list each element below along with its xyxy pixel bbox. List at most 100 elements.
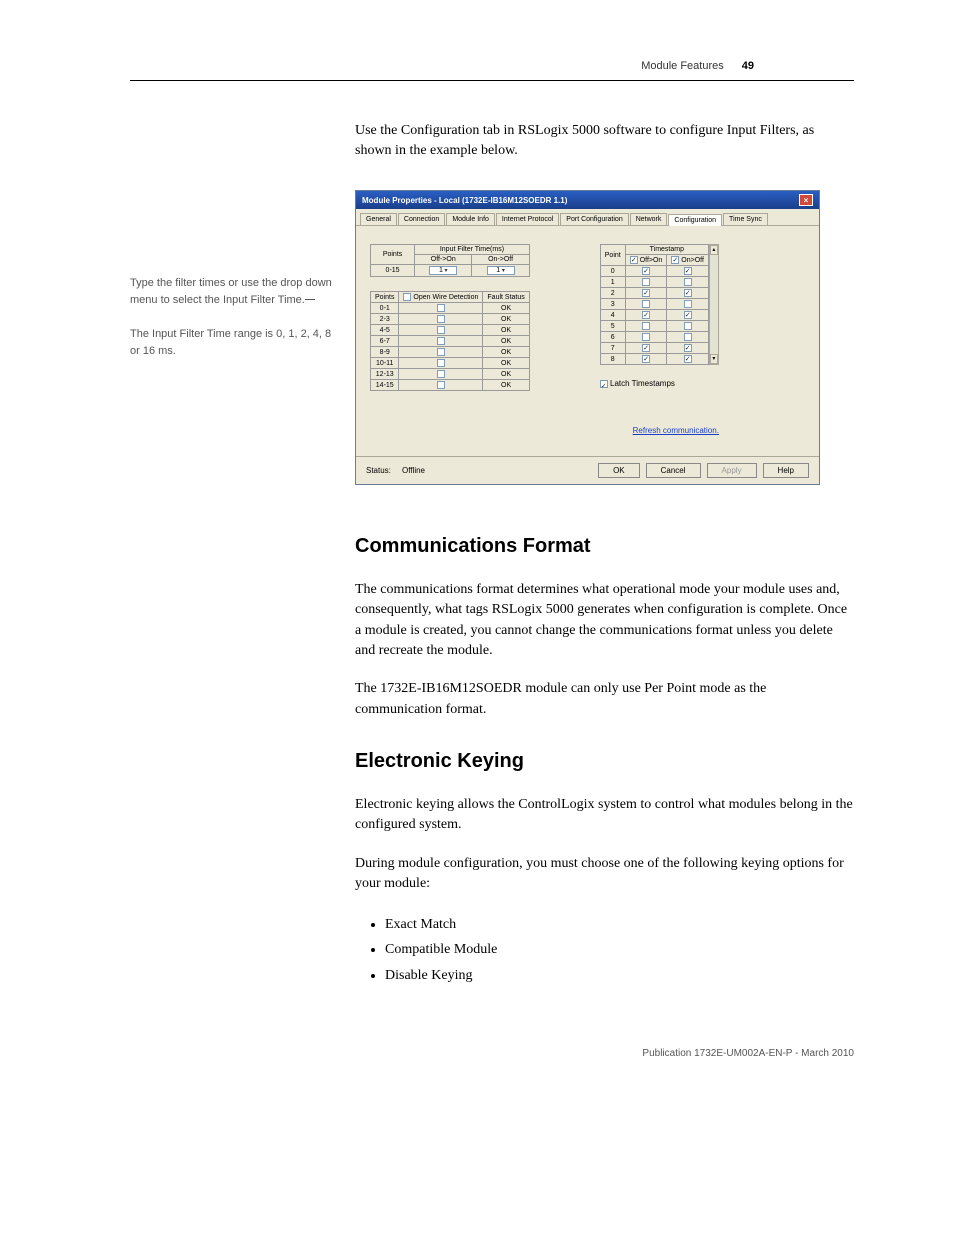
figure-row: Type the filter times or use the drop do… bbox=[130, 190, 854, 485]
publication-footer: Publication 1732E-UM002A-EN-P - March 20… bbox=[0, 1048, 954, 1099]
ok-button[interactable]: OK bbox=[598, 463, 640, 478]
tab-port-configuration[interactable]: Port Configuration bbox=[560, 213, 628, 225]
ts-row-index: 5 bbox=[600, 321, 625, 332]
ts-row-index: 6 bbox=[600, 332, 625, 343]
wire-status-cell: OK bbox=[483, 380, 529, 391]
wire-checkbox-cell[interactable] bbox=[399, 369, 483, 380]
intro-paragraph: Use the Configuration tab in RSLogix 500… bbox=[355, 121, 854, 160]
ts-onoff-cell[interactable] bbox=[667, 343, 709, 354]
ts-row-index: 1 bbox=[600, 277, 625, 288]
ts-onoff-cell[interactable] bbox=[667, 354, 709, 365]
help-button[interactable]: Help bbox=[763, 463, 809, 478]
status-area: Status: Offline bbox=[366, 466, 425, 475]
ts-offon-cell[interactable] bbox=[625, 299, 667, 310]
wire-checkbox-cell[interactable] bbox=[399, 303, 483, 314]
refresh-link[interactable]: Refresh communication. bbox=[600, 426, 719, 435]
scroll-up-icon[interactable]: ▴ bbox=[710, 245, 718, 255]
filter-onoff-value[interactable]: 1 bbox=[472, 265, 529, 277]
cancel-button[interactable]: Cancel bbox=[646, 463, 701, 478]
ts-offon-header: Off>On bbox=[625, 255, 667, 266]
filter-points-header: Points bbox=[371, 245, 415, 265]
tab-time-sync[interactable]: Time Sync bbox=[723, 213, 768, 225]
figure-captions: Type the filter times or use the drop do… bbox=[130, 190, 355, 377]
tab-network[interactable]: Network bbox=[630, 213, 668, 225]
wire-row-label: 8-9 bbox=[371, 347, 399, 358]
wire-status-cell: OK bbox=[483, 347, 529, 358]
wire-checkbox-cell[interactable] bbox=[399, 347, 483, 358]
page-number: 49 bbox=[742, 60, 754, 72]
page-content: Use the Configuration tab in RSLogix 500… bbox=[0, 81, 954, 988]
filter-row-label: 0-15 bbox=[371, 265, 415, 277]
ts-offon-cell[interactable] bbox=[625, 277, 667, 288]
ts-offon-cell[interactable] bbox=[625, 321, 667, 332]
ts-timestamp-header: Timestamp bbox=[625, 245, 708, 255]
ts-row-index: 2 bbox=[600, 288, 625, 299]
caption-a: Type the filter times or use the drop do… bbox=[130, 277, 332, 306]
tab-configuration[interactable]: Configuration bbox=[668, 214, 722, 226]
apply-button[interactable]: Apply bbox=[707, 463, 757, 478]
ts-onoff-cell[interactable] bbox=[667, 332, 709, 343]
wire-checkbox-cell[interactable] bbox=[399, 314, 483, 325]
right-panel: Point Timestamp Off>On On>Off 012345678 bbox=[600, 244, 719, 446]
ts-onoff-cell[interactable] bbox=[667, 310, 709, 321]
wire-status-cell: OK bbox=[483, 303, 529, 314]
header-section: Module Features bbox=[641, 60, 724, 72]
tab-module-info[interactable]: Module Info bbox=[446, 213, 495, 225]
tab-strip: General Connection Module Info Internet … bbox=[356, 209, 819, 226]
wire-status-cell: OK bbox=[483, 325, 529, 336]
wire-detection-header: Open Wire Detection bbox=[399, 292, 483, 303]
status-value: Offline bbox=[402, 466, 425, 475]
tab-connection[interactable]: Connection bbox=[398, 213, 445, 225]
wire-status-cell: OK bbox=[483, 314, 529, 325]
wire-row-label: 4-5 bbox=[371, 325, 399, 336]
wire-status-cell: OK bbox=[483, 336, 529, 347]
input-filter-table: Points Input Filter Time(ms) Off->On On-… bbox=[370, 244, 530, 277]
wire-status-cell: OK bbox=[483, 358, 529, 369]
ts-onoff-cell[interactable] bbox=[667, 321, 709, 332]
scroll-down-icon[interactable]: ▾ bbox=[710, 354, 718, 364]
caption-b: The Input Filter Time range is 0, 1, 2, … bbox=[130, 326, 340, 359]
wire-checkbox-cell[interactable] bbox=[399, 325, 483, 336]
tab-internet-protocol[interactable]: Internet Protocol bbox=[496, 213, 559, 225]
list-item: Disable Keying bbox=[385, 963, 854, 988]
latch-timestamps-row: Latch Timestamps bbox=[600, 379, 719, 388]
wire-row-label: 2-3 bbox=[371, 314, 399, 325]
close-icon[interactable]: × bbox=[799, 194, 813, 206]
ts-offon-cell[interactable] bbox=[625, 354, 667, 365]
dialog-footer: Status: Offline OK Cancel Apply Help bbox=[356, 456, 819, 484]
ts-offon-cell[interactable] bbox=[625, 288, 667, 299]
ts-row-index: 0 bbox=[600, 266, 625, 277]
ts-offon-cell[interactable] bbox=[625, 332, 667, 343]
button-row: OK Cancel Apply Help bbox=[598, 463, 809, 478]
ek-paragraph-2: During module configuration, you must ch… bbox=[355, 854, 854, 895]
wire-checkbox-cell[interactable] bbox=[399, 380, 483, 391]
ts-offon-cell[interactable] bbox=[625, 343, 667, 354]
filter-onoff-header: On->Off bbox=[472, 255, 529, 265]
list-item: Compatible Module bbox=[385, 937, 854, 962]
ts-row-index: 8 bbox=[600, 354, 625, 365]
dialog-titlebar: Module Properties - Local (1732E-IB16M12… bbox=[356, 191, 819, 209]
keying-options-list: Exact Match Compatible Module Disable Ke… bbox=[385, 912, 854, 988]
wire-checkbox-cell[interactable] bbox=[399, 358, 483, 369]
comm-paragraph-1: The communications format determines wha… bbox=[355, 580, 854, 661]
wire-status-cell: OK bbox=[483, 369, 529, 380]
latch-checkbox[interactable] bbox=[600, 380, 608, 388]
ts-onoff-cell[interactable] bbox=[667, 277, 709, 288]
electronic-keying-heading: Electronic Keying bbox=[355, 750, 854, 773]
ts-offon-cell[interactable] bbox=[625, 310, 667, 321]
ts-row-index: 4 bbox=[600, 310, 625, 321]
scrollbar[interactable]: ▴ ▾ bbox=[709, 244, 719, 365]
tab-general[interactable]: General bbox=[360, 213, 397, 225]
timestamp-table: Point Timestamp Off>On On>Off 012345678 bbox=[600, 244, 709, 365]
ts-offon-cell[interactable] bbox=[625, 266, 667, 277]
ts-onoff-cell[interactable] bbox=[667, 266, 709, 277]
communications-format-heading: Communications Format bbox=[355, 535, 854, 558]
wire-checkbox-cell[interactable] bbox=[399, 336, 483, 347]
filter-offon-value[interactable]: 1 bbox=[415, 265, 472, 277]
ts-onoff-cell[interactable] bbox=[667, 299, 709, 310]
ts-onoff-cell[interactable] bbox=[667, 288, 709, 299]
checkbox-icon[interactable] bbox=[403, 293, 411, 301]
wire-points-header: Points bbox=[371, 292, 399, 303]
latch-label: Latch Timestamps bbox=[610, 379, 675, 388]
ts-row-index: 7 bbox=[600, 343, 625, 354]
